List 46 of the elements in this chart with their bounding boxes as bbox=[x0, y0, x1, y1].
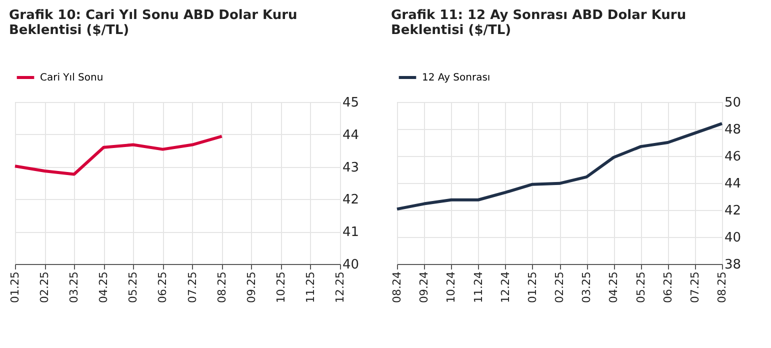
y-tick-label: 38 bbox=[724, 258, 742, 272]
x-tick-label: 07.25 bbox=[688, 272, 702, 303]
x-tick-label: 12.24 bbox=[498, 272, 512, 303]
x-tick-label: 08.25 bbox=[716, 272, 728, 303]
y-tick-label: 41 bbox=[342, 225, 360, 240]
x-tick-label: 11.24 bbox=[472, 272, 485, 303]
y-tick-label: 42 bbox=[342, 192, 360, 208]
x-tick-label: 07.25 bbox=[186, 272, 199, 303]
x-tick-label: 08.25 bbox=[215, 272, 228, 303]
x-tick-label: 06.25 bbox=[156, 272, 170, 303]
y-tick-label: 48 bbox=[724, 122, 742, 138]
x-tick-label: 02.25 bbox=[38, 272, 52, 303]
x-tick-label: 03.25 bbox=[68, 272, 81, 303]
text: Beklentisi ($/TL) bbox=[391, 23, 512, 38]
y-tick-label: 44 bbox=[342, 128, 360, 143]
text: Beklentisi ($/TL) bbox=[9, 23, 130, 38]
x-tick-label: 08.24 bbox=[390, 272, 404, 303]
x-tick-label: 06.25 bbox=[661, 272, 674, 303]
text: Grafik 10: Cari Yıl Sonu ABD Dolar Kuru bbox=[9, 8, 298, 23]
line-series bbox=[14, 134, 224, 176]
y-tick-label: 44 bbox=[724, 176, 742, 192]
x-tick-label: 01.25 bbox=[8, 272, 22, 303]
x-tick-label: 09.25 bbox=[244, 272, 258, 303]
y-tick-label: 40 bbox=[342, 258, 360, 272]
y-tick-label: 45 bbox=[342, 96, 360, 110]
x-tick-label: 11.25 bbox=[304, 272, 317, 303]
y-tick-label: 40 bbox=[724, 230, 742, 246]
y-tick-label: 50 bbox=[724, 96, 742, 110]
x-tick-label: 01.25 bbox=[526, 272, 539, 303]
y-tick-label: 42 bbox=[724, 204, 742, 218]
x-tick-label: 09.24 bbox=[418, 272, 431, 303]
x-tick-label: 05.25 bbox=[126, 272, 140, 303]
x-tick-label: 10.25 bbox=[274, 272, 288, 303]
x-tick-label: 03.25 bbox=[580, 272, 594, 303]
x-tick-label: 04.25 bbox=[97, 272, 110, 303]
x-tick-label: 04.25 bbox=[607, 272, 620, 303]
text: Grafik 11: 12 Ay Sonrası ABD Dolar Kuru bbox=[391, 8, 686, 23]
y-tick-label: 43 bbox=[342, 160, 360, 176]
x-tick-label: 05.25 bbox=[634, 272, 648, 303]
line-series bbox=[396, 122, 724, 211]
x-tick-label: 10.24 bbox=[444, 272, 458, 303]
x-tick-label: 02.25 bbox=[553, 272, 566, 303]
legend-label: 12 Ay Sonrası bbox=[422, 72, 490, 84]
legend-label: Cari Yıl Sonu bbox=[40, 72, 104, 84]
y-tick-label: 46 bbox=[724, 150, 742, 164]
x-tick-label: 12.25 bbox=[334, 272, 346, 303]
